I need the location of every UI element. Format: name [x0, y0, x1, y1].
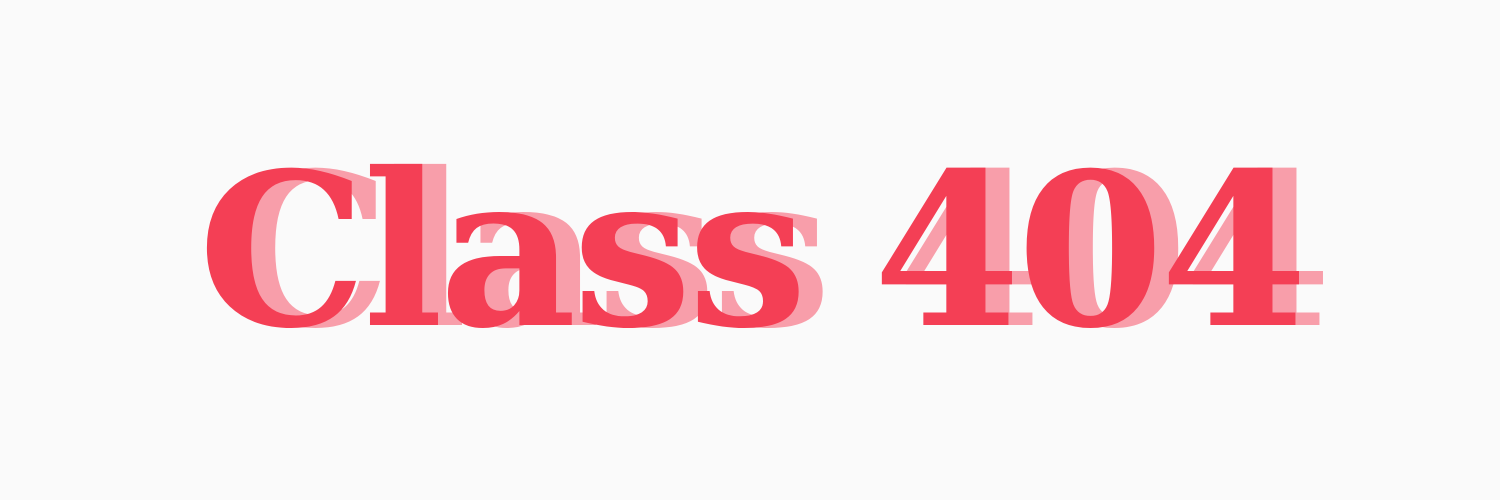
- logo-text: Class 404: [198, 126, 1308, 375]
- logo-text-shadow: Class 404: [222, 126, 1332, 375]
